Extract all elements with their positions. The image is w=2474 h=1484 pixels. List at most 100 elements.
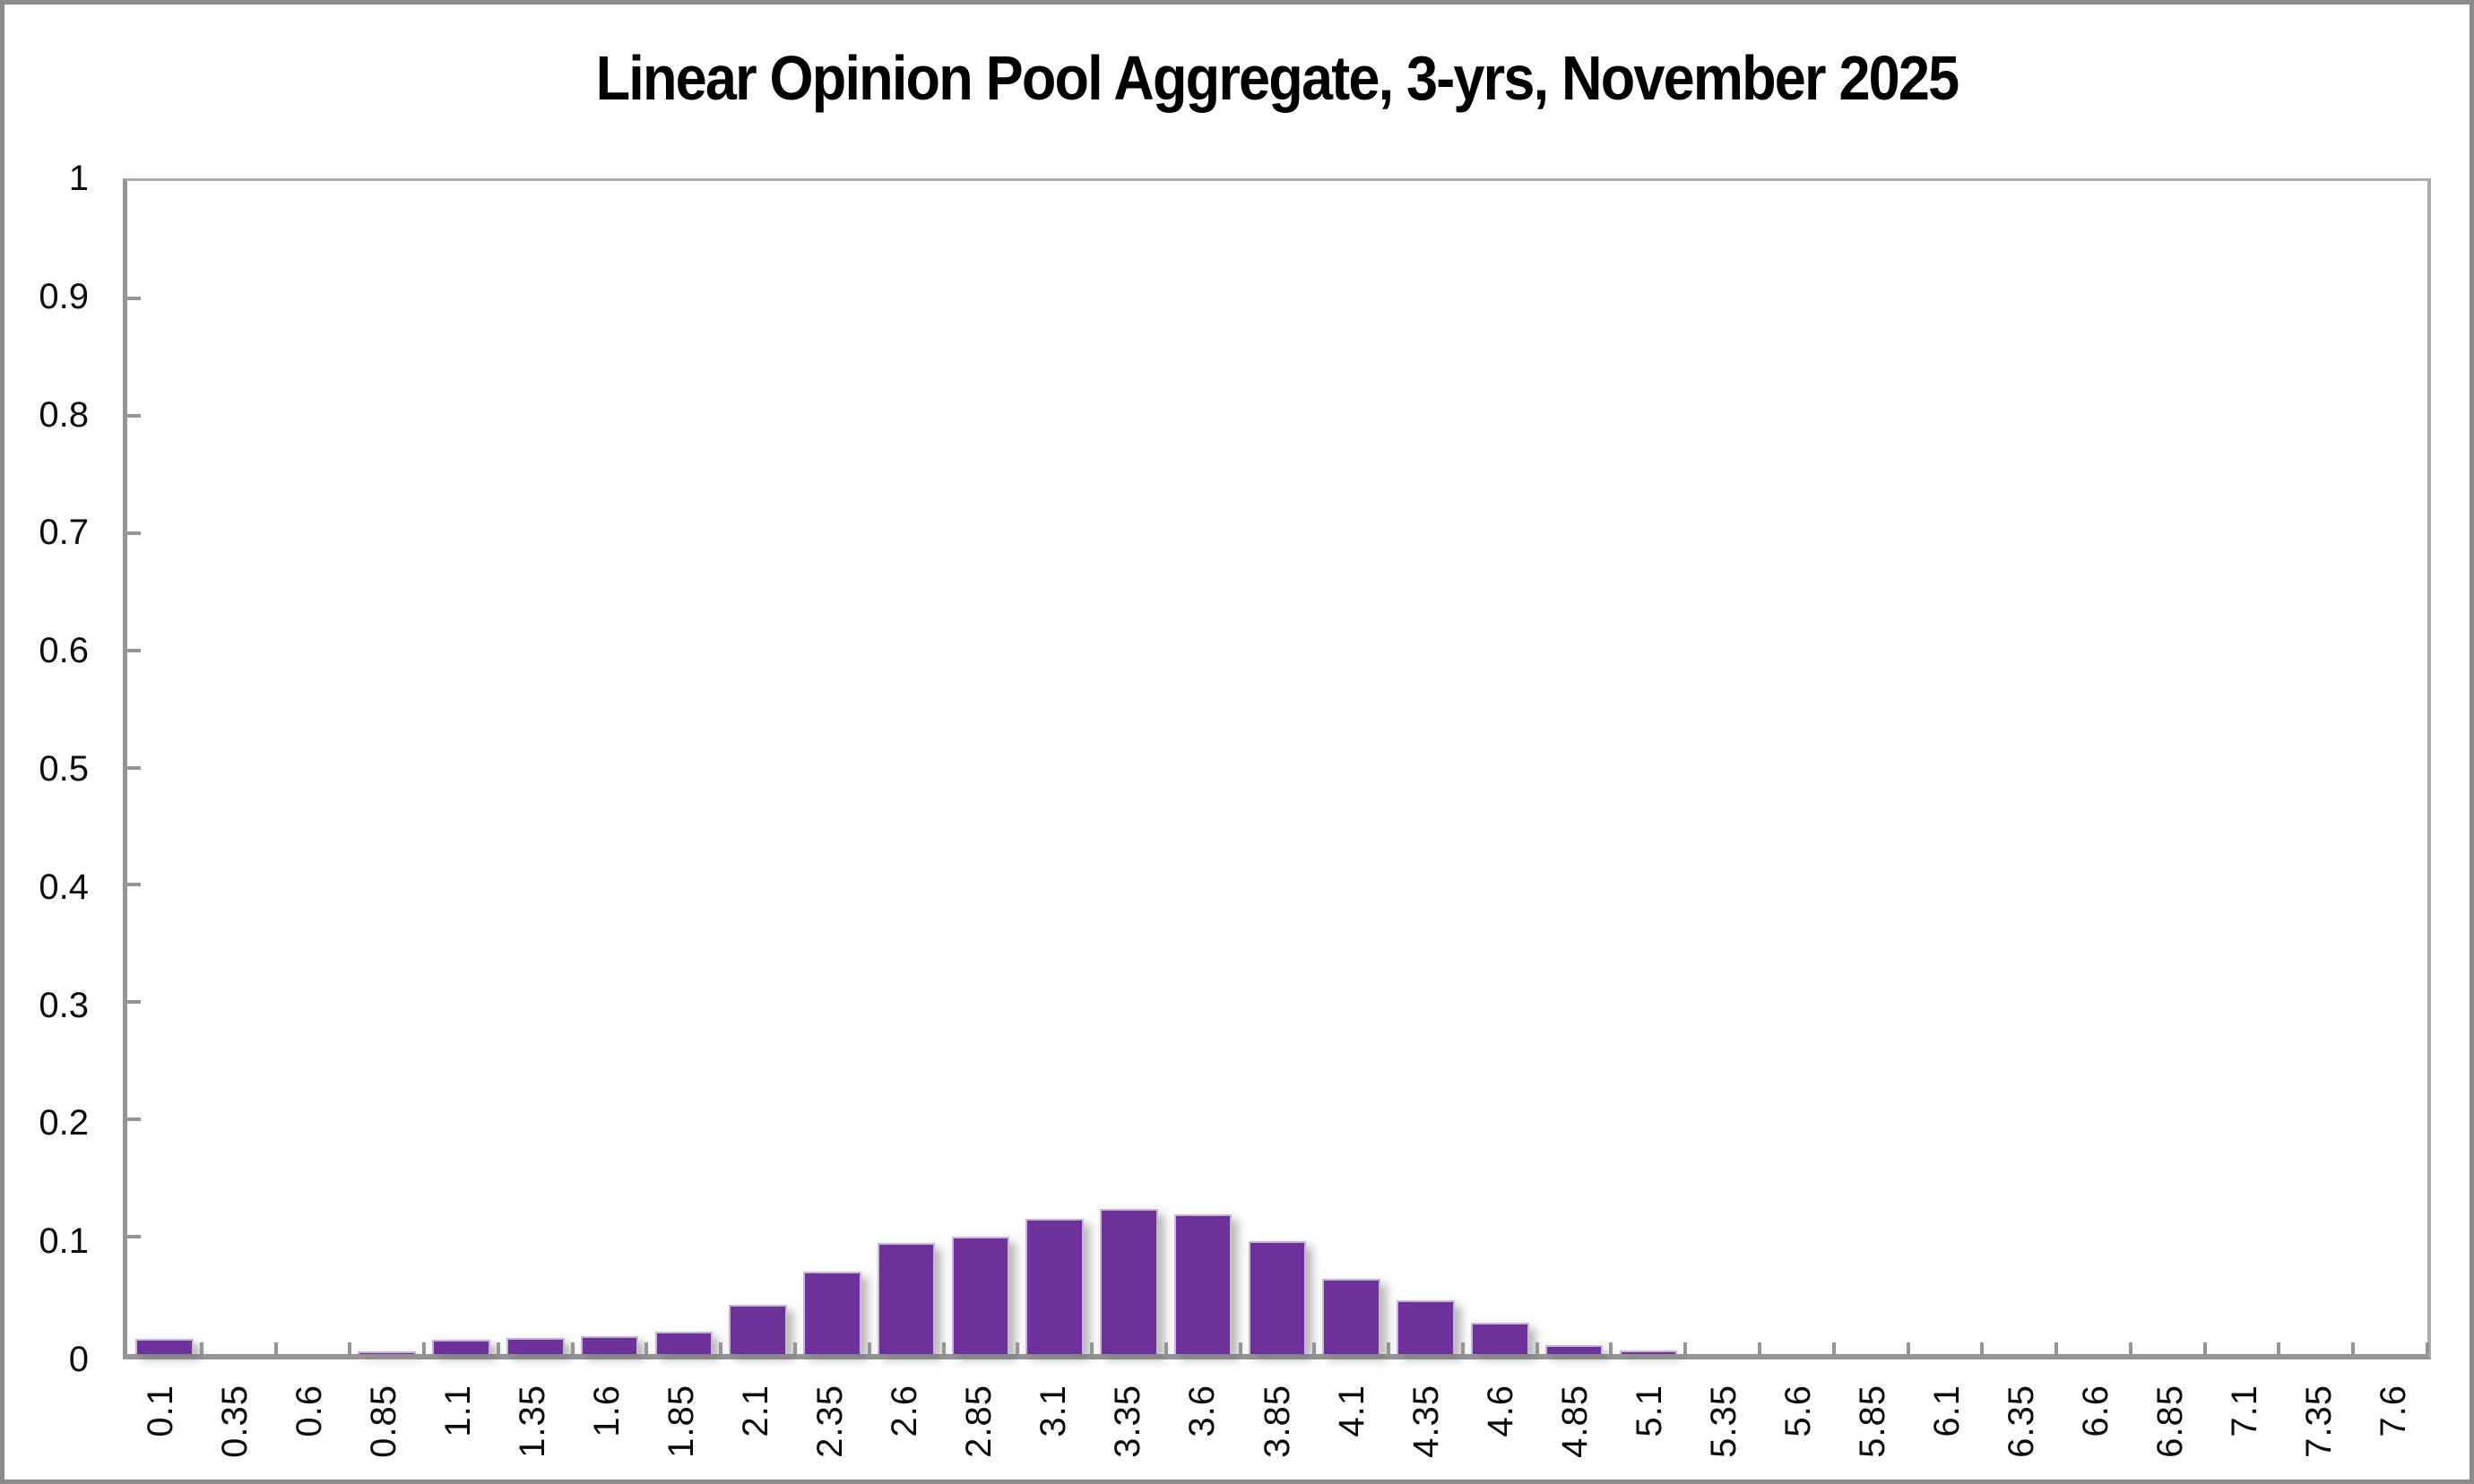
x-axis-tick — [273, 1342, 278, 1354]
x-axis-tick — [348, 1342, 352, 1354]
bar-column-0.1 — [127, 181, 203, 1354]
x-axis-tick — [1906, 1342, 1910, 1354]
bar-column-1.85 — [646, 181, 723, 1354]
x-axis-tick — [2202, 1342, 2207, 1354]
y-axis-tick — [127, 1235, 141, 1239]
x-axis-tick — [1980, 1342, 1985, 1354]
bar-column-1.1 — [424, 181, 500, 1354]
bar-column-6.1 — [1908, 181, 1985, 1354]
y-tick-label-0.5: 0.5 — [39, 749, 89, 789]
x-axis-tick — [1387, 1342, 1391, 1354]
bar-column-2.85 — [944, 181, 1020, 1354]
bar-column-1.6 — [573, 181, 649, 1354]
x-tick-label-1.35: 1.35 — [512, 1385, 552, 1458]
bar-2.35 — [803, 1272, 861, 1354]
x-axis-tick — [1535, 1342, 1539, 1354]
x-axis-tick — [2277, 1342, 2281, 1354]
bar-column-5.1 — [1611, 181, 1688, 1354]
bar-column-5.35 — [1685, 181, 1762, 1354]
bar-1.35 — [506, 1337, 565, 1354]
bar-column-4.1 — [1314, 181, 1391, 1354]
bar-column-4.85 — [1537, 181, 1613, 1354]
x-tick-label-2.6: 2.6 — [885, 1385, 925, 1437]
x-tick-label-0.85: 0.85 — [363, 1385, 403, 1458]
x-axis-tick — [2054, 1342, 2059, 1354]
x-axis-tick — [1163, 1342, 1168, 1354]
x-axis-tick — [941, 1342, 946, 1354]
y-tick-label-0.3: 0.3 — [39, 985, 89, 1025]
x-axis-tick — [1238, 1342, 1242, 1354]
x-tick-label-3.1: 3.1 — [1034, 1385, 1074, 1437]
bar-column-7.6 — [2353, 181, 2429, 1354]
x-tick-label-2.35: 2.35 — [810, 1385, 851, 1458]
x-tick-label-7.1: 7.1 — [2225, 1385, 2265, 1437]
bar-4.6 — [1471, 1322, 1529, 1354]
bar-column-2.35 — [795, 181, 871, 1354]
bar-5.1 — [1619, 1350, 1678, 1354]
y-tick-label-0: 0 — [68, 1340, 89, 1379]
y-axis-tick — [127, 296, 141, 300]
y-axis-tick — [127, 1000, 141, 1005]
x-axis-tick — [1758, 1342, 1762, 1354]
bar-3.85 — [1248, 1241, 1307, 1354]
x-tick-label-5.6: 5.6 — [1778, 1385, 1818, 1437]
x-axis-tick — [1090, 1342, 1094, 1354]
x-tick-label-1.1: 1.1 — [437, 1385, 478, 1437]
y-tick-label-0.4: 0.4 — [39, 867, 89, 907]
y-axis-tick — [127, 1117, 141, 1122]
y-axis-tick — [127, 883, 141, 887]
x-tick-label-6.1: 6.1 — [1927, 1385, 1968, 1437]
x-axis-tick — [1609, 1342, 1613, 1354]
x-tick-label-4.85: 4.85 — [1554, 1385, 1595, 1458]
x-tick-label-7.6: 7.6 — [2374, 1385, 2414, 1437]
bar-column-3.85 — [1241, 181, 1317, 1354]
bar-2.85 — [951, 1237, 1010, 1354]
y-tick-label-0.1: 0.1 — [39, 1221, 89, 1262]
x-axis-tick — [1460, 1342, 1465, 1354]
x-axis-tick — [422, 1342, 427, 1354]
x-axis-tick — [719, 1342, 723, 1354]
bar-column-3.6 — [1166, 181, 1242, 1354]
bar-column-4.35 — [1388, 181, 1465, 1354]
x-tick-label-5.1: 5.1 — [1629, 1385, 1669, 1437]
bar-column-3.1 — [1017, 181, 1094, 1354]
x-tick-label-2.1: 2.1 — [736, 1385, 776, 1437]
x-tick-label-3.6: 3.6 — [1182, 1385, 1223, 1437]
y-tick-label-0.6: 0.6 — [39, 631, 89, 671]
bar-1.6 — [580, 1336, 639, 1354]
x-axis-tick — [199, 1342, 203, 1354]
bar-4.85 — [1544, 1344, 1604, 1354]
x-tick-label-4.6: 4.6 — [1480, 1385, 1520, 1437]
bar-column-0.85 — [350, 181, 427, 1354]
x-tick-label-4.1: 4.1 — [1331, 1385, 1371, 1437]
x-tick-label-6.85: 6.85 — [2150, 1385, 2191, 1458]
bar-column-0.35 — [202, 181, 278, 1354]
bar-column-6.35 — [1982, 181, 2059, 1354]
bar-0.85 — [358, 1351, 416, 1354]
y-axis-tick — [127, 648, 141, 652]
bar-column-5.85 — [1834, 181, 1910, 1354]
x-tick-label-1.6: 1.6 — [586, 1385, 627, 1437]
x-tick-label-5.35: 5.35 — [1703, 1385, 1743, 1458]
chart-title: Linear Opinion Pool Aggregate, 3-yrs, No… — [595, 43, 1960, 113]
x-tick-label-3.85: 3.85 — [1257, 1385, 1297, 1458]
bar-2.1 — [729, 1305, 787, 1354]
bar-3.1 — [1025, 1219, 1084, 1354]
bar-4.1 — [1322, 1279, 1381, 1354]
x-axis-tick — [2425, 1342, 2429, 1354]
x-tick-label-0.35: 0.35 — [214, 1385, 255, 1458]
y-tick-label-0.8: 0.8 — [39, 394, 89, 435]
x-axis-tick — [570, 1342, 575, 1354]
y-axis-tick — [127, 765, 141, 770]
bar-column-3.35 — [1092, 181, 1168, 1354]
bar-2.6 — [877, 1242, 936, 1354]
x-axis-tick — [1016, 1342, 1020, 1354]
y-axis-tick — [127, 531, 141, 535]
y-tick-label-1: 1 — [68, 159, 89, 198]
y-axis-tick — [127, 413, 141, 418]
x-tick-label-6.35: 6.35 — [2002, 1385, 2042, 1458]
x-axis-tick — [1683, 1342, 1688, 1354]
bar-column-6.6 — [2056, 181, 2132, 1354]
bar-column-2.6 — [869, 181, 946, 1354]
